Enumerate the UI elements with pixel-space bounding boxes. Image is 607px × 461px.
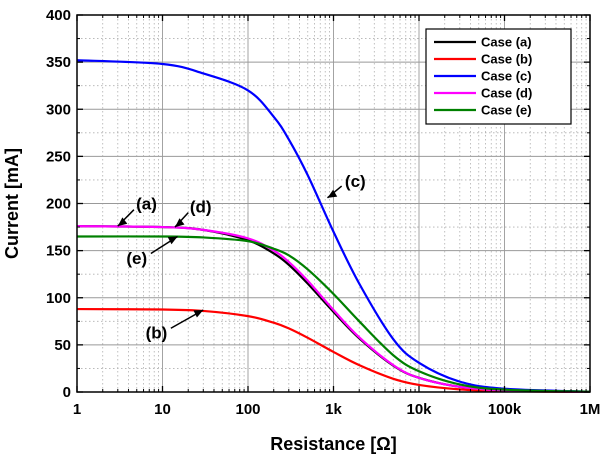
annotation-label-e: (e) <box>126 249 147 268</box>
annotation-label-d: (d) <box>190 197 212 216</box>
annotation-arrowhead-b <box>193 310 204 318</box>
x-tick-label: 100k <box>488 401 522 418</box>
axis-ticks <box>76 14 591 393</box>
y-tick-label: 0 <box>63 384 71 401</box>
legend-label-case-d: Case (d) <box>481 86 532 101</box>
x-tick-label: 10k <box>406 401 432 418</box>
x-tick-label: 1M <box>580 401 601 418</box>
y-axis-label: Current [mA] <box>2 148 22 259</box>
legend-label-case-a: Case (a) <box>481 35 532 50</box>
x-tick-label: 1k <box>325 401 342 418</box>
y-tick-label: 50 <box>54 337 71 354</box>
annotation-label-c: (c) <box>345 172 366 191</box>
series-line-case-d <box>76 225 591 393</box>
y-tick-label: 400 <box>46 7 71 24</box>
series-line-case-e <box>76 235 591 393</box>
annotation-arrowhead-e <box>167 236 178 245</box>
annotation-arrowhead-c <box>327 189 338 198</box>
annotations: (a) (d) (e) (b) (c) <box>117 172 366 343</box>
y-tick-label: 150 <box>46 243 71 260</box>
legend-label-case-e: Case (e) <box>481 103 532 118</box>
annotation-label-b: (b) <box>146 324 168 343</box>
y-tick-label: 200 <box>46 196 71 213</box>
annotation-arrowhead-d <box>174 218 185 228</box>
y-tick-label: 350 <box>46 54 71 71</box>
y-tick-label: 250 <box>46 148 71 165</box>
x-tick-labels: 1 10 100 1k 10k 100k 1M <box>73 401 601 418</box>
annotation-arrowhead-a <box>117 217 128 227</box>
series-line-case-c <box>76 59 591 393</box>
x-tick-label: 1 <box>73 401 81 418</box>
x-tick-label: 100 <box>235 401 260 418</box>
y-tick-labels: 0 50 100 150 200 250 300 350 400 <box>46 7 71 401</box>
x-tick-label: 10 <box>154 401 171 418</box>
x-axis-label: Resistance [Ω] <box>270 434 396 454</box>
legend-label-case-b: Case (b) <box>481 52 532 67</box>
y-tick-label: 300 <box>46 101 71 118</box>
legend: Case (a) Case (b) Case (c) Case (d) Case (e) <box>425 28 572 125</box>
y-tick-label: 100 <box>46 290 71 307</box>
legend-label-case-c: Case (c) <box>481 69 532 84</box>
annotation-label-a: (a) <box>136 195 157 214</box>
